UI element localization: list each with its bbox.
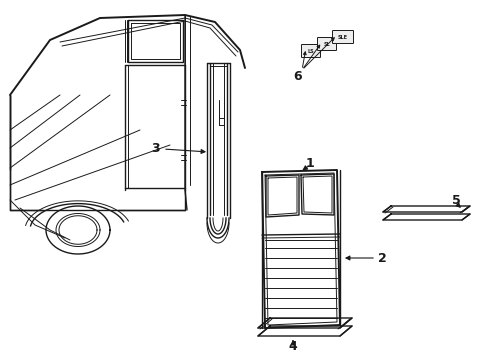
Text: 5: 5	[451, 194, 459, 207]
Text: SLE: SLE	[337, 35, 347, 40]
Text: 2: 2	[377, 252, 386, 265]
Text: 6: 6	[293, 69, 302, 82]
Text: SL: SL	[323, 41, 329, 46]
FancyBboxPatch shape	[332, 31, 353, 44]
Text: LS: LS	[307, 49, 314, 54]
Text: 4: 4	[288, 341, 297, 354]
FancyBboxPatch shape	[301, 45, 320, 58]
Text: 3: 3	[150, 141, 159, 154]
Text: 1: 1	[305, 157, 314, 170]
FancyBboxPatch shape	[317, 37, 336, 50]
